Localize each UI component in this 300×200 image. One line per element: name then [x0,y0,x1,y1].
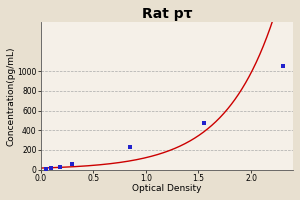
X-axis label: Optical Density: Optical Density [132,184,202,193]
Title: Rat pτ: Rat pτ [142,7,192,21]
Point [49,167,54,170]
Point [57,165,62,168]
Point [128,145,133,149]
Point [280,65,285,68]
Y-axis label: Concentration(pg/mL): Concentration(pg/mL) [7,46,16,146]
Point [70,162,75,166]
Point [44,167,49,171]
Point [201,122,206,125]
